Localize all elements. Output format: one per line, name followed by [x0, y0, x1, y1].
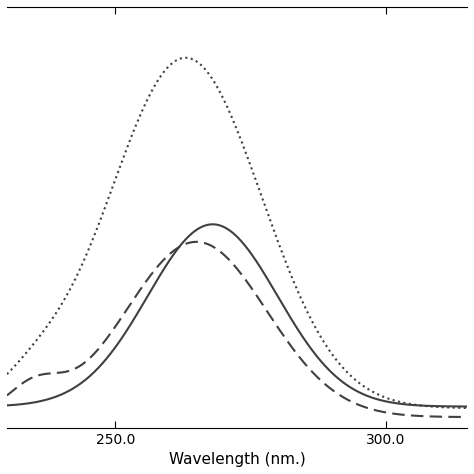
- X-axis label: Wavelength (nm.): Wavelength (nm.): [169, 452, 305, 467]
